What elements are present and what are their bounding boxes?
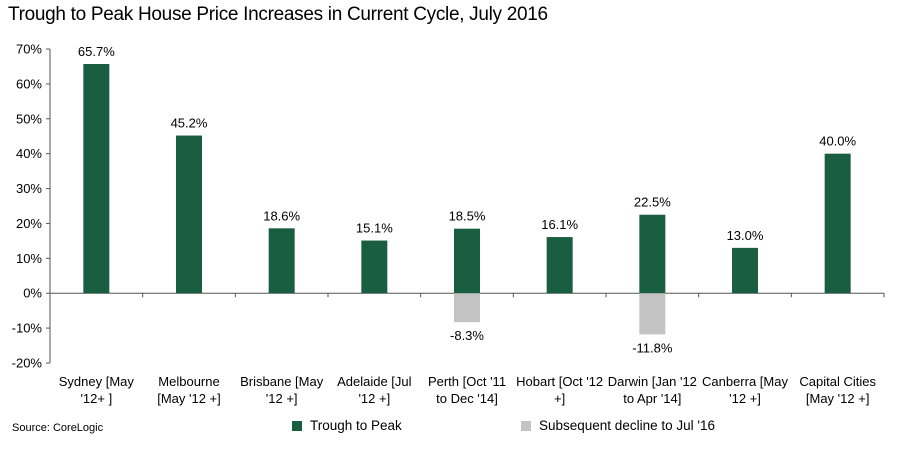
legend-swatch-subsequent-decline — [521, 420, 531, 431]
category-label: Hobart [Oct '12 +] — [516, 374, 603, 406]
bar — [454, 293, 480, 323]
chart-title: Trough to Peak House Price Increases in … — [8, 4, 548, 25]
y-tick-label: 30% — [16, 181, 42, 196]
data-label: 22.5% — [634, 195, 671, 210]
category-label: Adelaide [Jul '12 +] — [337, 374, 412, 406]
category-label: Brisbane [May '12 +] — [240, 374, 324, 406]
y-tick-label: 60% — [16, 76, 42, 91]
y-tick-label: 40% — [16, 146, 42, 161]
y-tick-label: 10% — [16, 251, 42, 266]
y-tick-label: -10% — [12, 321, 43, 336]
data-label: 65.7% — [78, 44, 115, 59]
bar — [732, 247, 758, 294]
category-label: Darwin [Jan '12 to Apr '14] — [608, 374, 697, 406]
bar — [546, 237, 573, 294]
data-label: -11.8% — [632, 340, 673, 355]
data-label: 16.1% — [541, 217, 578, 232]
category-label: Sydney [May '12+ ] — [59, 374, 135, 406]
bar — [454, 228, 480, 294]
bar — [639, 214, 666, 294]
category-label: Perth [Oct '11 to Dec '14] — [428, 374, 506, 406]
data-label: 15.1% — [356, 221, 393, 236]
data-label: 18.6% — [263, 208, 300, 223]
category-label: Capital Cities [May '12 +] — [799, 374, 876, 406]
bar — [361, 240, 388, 294]
data-label: 13.0% — [727, 228, 764, 243]
bar — [268, 228, 295, 294]
y-tick-label: 50% — [16, 111, 42, 126]
legend-label-subsequent-decline: Subsequent decline to Jul '16 — [539, 418, 715, 433]
legend-item-trough-to-peak: Trough to Peak — [292, 418, 402, 433]
bar — [639, 293, 666, 335]
data-label: -8.3% — [450, 328, 484, 343]
legend-swatch-trough-to-peak — [292, 420, 302, 431]
legend-label-trough-to-peak: Trough to Peak — [310, 418, 402, 433]
bar-chart: -20% -10% 0% 10% 20% 30% 40% 50% 60% 70% 65.7% 45.2… — [12, 42, 885, 406]
legend-item-subsequent-decline: Subsequent decline to Jul '16 — [521, 418, 715, 433]
y-tick-label: 0% — [23, 286, 42, 301]
category-label: Melbourne [May '12 +] — [157, 374, 221, 406]
bar — [176, 135, 202, 294]
data-label: 40.0% — [819, 134, 856, 149]
bar — [824, 153, 851, 294]
y-tick-label: 70% — [16, 42, 42, 57]
y-tick-label: -20% — [12, 356, 43, 371]
bar — [83, 64, 110, 294]
data-label: 18.5% — [449, 209, 486, 224]
source-note: Source: CoreLogic — [12, 422, 104, 434]
y-tick-label: 20% — [16, 216, 42, 231]
data-label: 45.2% — [171, 116, 208, 131]
category-label: Canberra [May '12 +] — [702, 374, 788, 406]
